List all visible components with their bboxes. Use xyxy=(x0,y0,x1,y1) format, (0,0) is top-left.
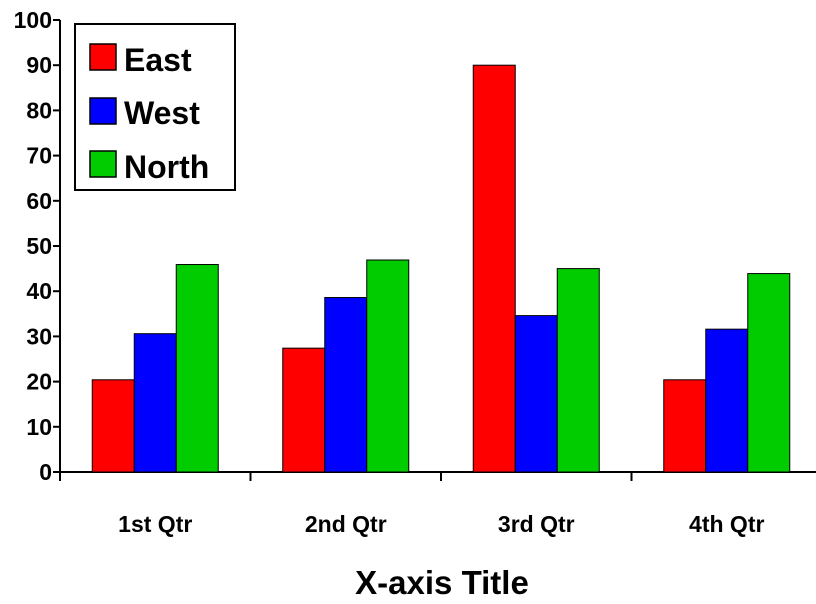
bar-north-1 xyxy=(175,264,219,473)
bar-west-4 xyxy=(705,328,749,473)
y-axis: 0 10 20 30 40 50 60 70 80 90 100 xyxy=(14,7,61,485)
bar-east-4 xyxy=(663,379,707,473)
y-tick-label: 60 xyxy=(26,188,52,214)
legend-label-east: East xyxy=(124,42,192,78)
y-tick-label: 80 xyxy=(26,97,52,123)
legend-swatch-east xyxy=(89,43,117,71)
x-tick-label: 2nd Qtr xyxy=(305,511,387,537)
y-tick-label: 90 xyxy=(26,52,52,78)
x-tick-label: 1st Qtr xyxy=(118,511,192,537)
x-tick-label: 3rd Qtr xyxy=(498,511,575,537)
x-axis: 1st Qtr 2nd Qtr 3rd Qtr 4th Qtr xyxy=(59,471,816,537)
bar-west-2 xyxy=(324,297,368,473)
y-tick-label: 10 xyxy=(26,414,52,440)
y-tick-label: 30 xyxy=(26,323,52,349)
bar-west-1 xyxy=(133,333,177,473)
bar-west-3 xyxy=(514,315,558,473)
y-tick-label: 50 xyxy=(26,233,52,259)
y-tick-label: 70 xyxy=(26,143,52,169)
y-tick-label: 0 xyxy=(39,459,52,485)
x-tick-label: 4th Qtr xyxy=(689,511,764,537)
y-tick-label: 20 xyxy=(26,369,52,395)
bar-east-1 xyxy=(91,379,135,473)
bar-east-2 xyxy=(282,347,326,473)
legend-label-north: North xyxy=(124,149,209,185)
y-tick-label: 100 xyxy=(14,7,52,33)
bar-east-3 xyxy=(472,64,516,473)
legend: East West North xyxy=(74,23,236,191)
bars xyxy=(91,64,791,473)
bar-north-3 xyxy=(556,268,600,473)
legend-label-west: West xyxy=(124,95,200,131)
x-axis-title: X-axis Title xyxy=(355,564,529,601)
y-tick-label: 40 xyxy=(26,278,52,304)
legend-swatch-north xyxy=(89,150,117,178)
legend-swatch-west xyxy=(89,97,117,125)
bar-north-4 xyxy=(747,273,791,473)
bar-north-2 xyxy=(366,259,410,473)
